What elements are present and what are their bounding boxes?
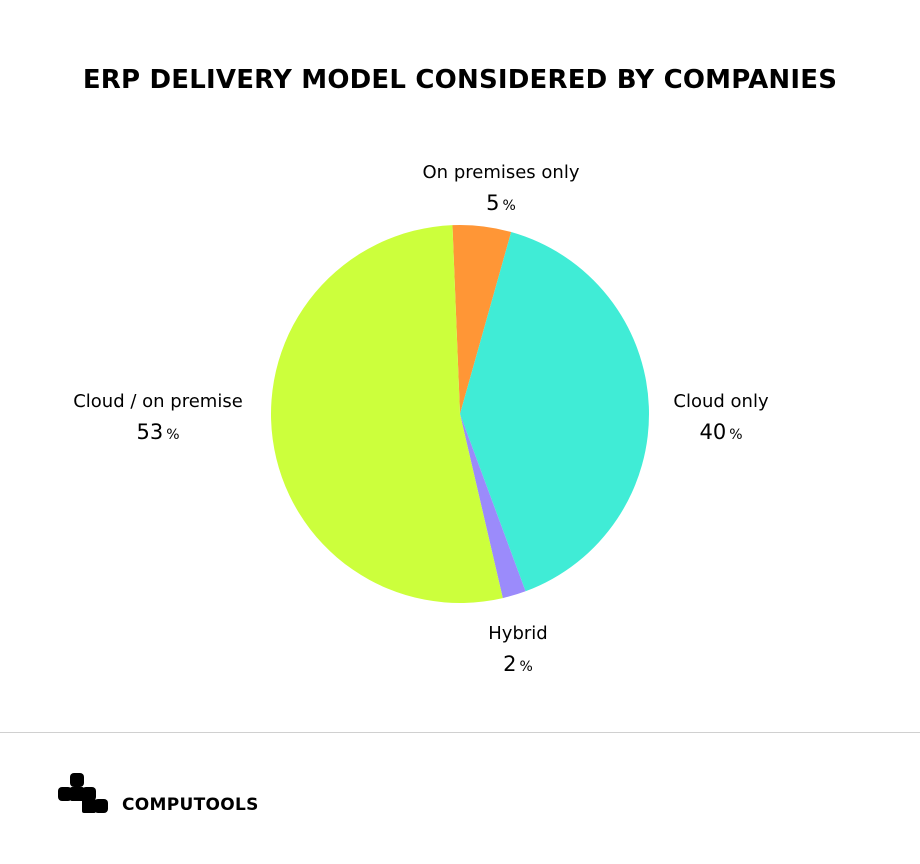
slice-label-hybrid: Hybrid 2% — [398, 622, 638, 681]
brand-name: COMPUTOOLS — [122, 795, 259, 815]
pie-slice-cloud-on-premise — [271, 225, 503, 603]
slice-name: On premises only — [422, 162, 580, 183]
slice-value: 53% — [136, 420, 180, 444]
slice-label-on-premises-only: On premises only 5% — [381, 161, 621, 220]
slice-name: Hybrid — [488, 623, 548, 644]
pie-slice-hybrid — [460, 414, 526, 599]
footer-divider — [0, 732, 920, 733]
slice-label-cloud-on-premise: Cloud / on premise 53% — [38, 390, 278, 449]
slice-value: 5% — [486, 191, 516, 215]
slice-value: 2% — [503, 652, 533, 676]
slice-name: Cloud only — [673, 391, 769, 412]
chart-title: ERP DELIVERY MODEL CONSIDERED BY COMPANI… — [82, 65, 838, 95]
computools-logo-icon — [58, 773, 108, 813]
slice-name: Cloud / on premise — [73, 391, 243, 412]
pie-slice-on-premises-only — [452, 225, 512, 414]
pie-slice-cloud-only — [460, 232, 650, 592]
brand-logo: COMPUTOOLS — [58, 773, 259, 815]
slice-label-cloud-only: Cloud only 40% — [601, 390, 841, 449]
slice-value: 40% — [699, 420, 743, 444]
